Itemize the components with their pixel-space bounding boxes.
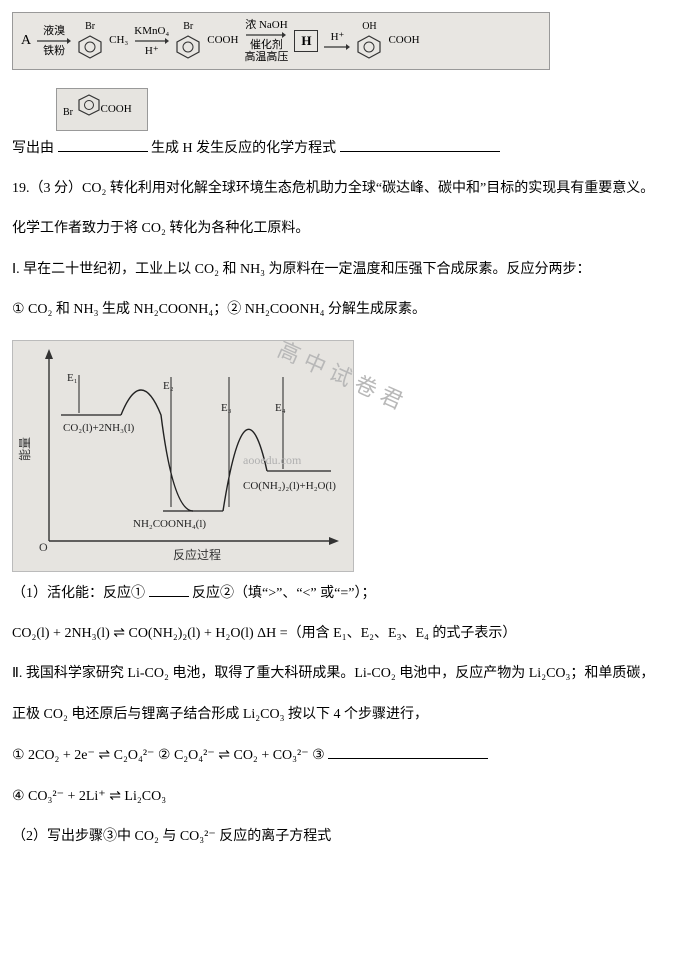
blank-equation[interactable] [340, 137, 500, 152]
arrow-1-bot: 铁粉 [43, 45, 65, 57]
arrow-3-mid: 催化剂 [250, 39, 283, 51]
q1-prefix: （1）活化能：反应① [12, 586, 145, 601]
blank-compare[interactable] [149, 582, 189, 597]
blank-step3[interactable] [328, 744, 488, 759]
eqn-text: CO₂(l) + 2NH₃(l) ⇌ CO(NH₂)₂(l) + H₂O(l) … [12, 623, 680, 645]
E3: E₃ [221, 402, 232, 414]
xlabel: 反应过程 [173, 547, 221, 562]
ring-3-side: COOH [388, 32, 419, 50]
label-A: A [21, 30, 31, 52]
fragment-box: Br COOH [56, 88, 148, 130]
E4: E₄ [275, 402, 286, 414]
lbl-reactant: CO₂(l)+2NH₃(l) [63, 422, 135, 434]
arrow-1: 液溴 铁粉 [37, 25, 71, 57]
ring-1-side: CH₃ [109, 32, 128, 50]
energy-diagram: 高中试卷君 aooedu.com 能量 反应过程 CO₂(l)+2NH₃(l) … [12, 340, 354, 572]
origin-O: O [39, 540, 48, 554]
box-H: H [294, 30, 318, 52]
write-line: 写出由 生成 H 发生反应的化学方程式 [12, 137, 680, 160]
arrow-4-top: H⁺ [331, 31, 345, 43]
fragment-ring: Br [63, 93, 101, 125]
ylabel: 能量 [18, 437, 32, 461]
steps-text: ① CO₂ 和 NH₃ 生成 NH₂COONH₄；② NH₂COONH₄ 分解生… [12, 299, 680, 321]
lbl-prod: CO(NH₂)₂(l)+H₂O(l) [243, 480, 336, 492]
seq-123-text: ① 2CO₂ + 2e⁻ ⇌ C₂O₄²⁻ ② C₂O₄²⁻ ⇌ CO₂ + C… [12, 748, 325, 763]
q1-tail: 反应②（填“>”、“<” 或“=”）； [192, 586, 375, 601]
part-II-a: Ⅱ. 我国科学家研究 Li-CO₂ 电池，取得了重大科研成果。Li-CO₂ 电池… [12, 663, 680, 685]
q2-text: （2）写出步骤③中 CO₂ 与 CO₃²⁻ 反应的离子方程式 [12, 826, 680, 848]
q19-text-b: 化学工作者致力于将 CO₂ 转化为各种化工原料。 [12, 218, 680, 240]
E2: E₂ [163, 380, 174, 392]
part-I: Ⅰ. 早在二十世纪初，工业上以 CO₂ 和 NH₃ 为原料在一定温度和压强下合成… [12, 259, 680, 281]
q19-text-a: 19.（3 分）CO₂ 转化利用对化解全球环境生态危机助力全球“碳达峰、碳中和”… [12, 178, 680, 200]
ring-1: Br [77, 23, 103, 60]
blank-compound[interactable] [58, 137, 148, 152]
seq-4: ④ CO₃²⁻ + 2Li⁺ ⇌ Li₂CO₃ [12, 786, 680, 808]
q1-line: （1）活化能：反应① 反应②（填“>”、“<” 或“=”）； [12, 582, 680, 605]
arrow-3-bot: 高温高压 [244, 51, 288, 63]
arrow-4: H⁺ [324, 31, 350, 51]
ring-3: OH [356, 23, 382, 60]
ring-2-side: COOH [207, 32, 238, 50]
fragment-side: COOH [101, 101, 132, 119]
seq-123: ① 2CO₂ + 2e⁻ ⇌ C₂O₄²⁻ ② C₂O₄²⁻ ⇌ CO₂ + C… [12, 744, 680, 767]
E1: E₁ [67, 372, 78, 384]
arrow-2-bot: H⁺ [145, 45, 159, 57]
energy-svg: 能量 反应过程 CO₂(l)+2NH₃(l) NH₂COONH₄(l) CO(N… [13, 341, 353, 571]
ring-2: Br [175, 23, 201, 60]
arrow-2: KMnO₄ H⁺ [134, 25, 169, 57]
arrow-3-top: 浓 NaOH [245, 19, 287, 31]
arrow-1-top: 液溴 [43, 25, 65, 37]
reaction-scheme: A 液溴 铁粉 Br CH₃ KMnO₄ H⁺ Br COOH 浓 NaOH 催… [12, 12, 550, 70]
part-II-b: 正极 CO₂ 电还原后与锂离子结合形成 Li₂CO₃ 按以下 4 个步骤进行， [12, 704, 680, 726]
write-tail: 生成 H 发生反应的化学方程式 [151, 141, 336, 156]
arrow-3: 浓 NaOH 催化剂 高温高压 [244, 19, 288, 63]
arrow-2-top: KMnO₄ [134, 25, 169, 37]
write-prefix: 写出由 [12, 141, 54, 156]
lbl-mid: NH₂COONH₄(l) [133, 518, 206, 530]
